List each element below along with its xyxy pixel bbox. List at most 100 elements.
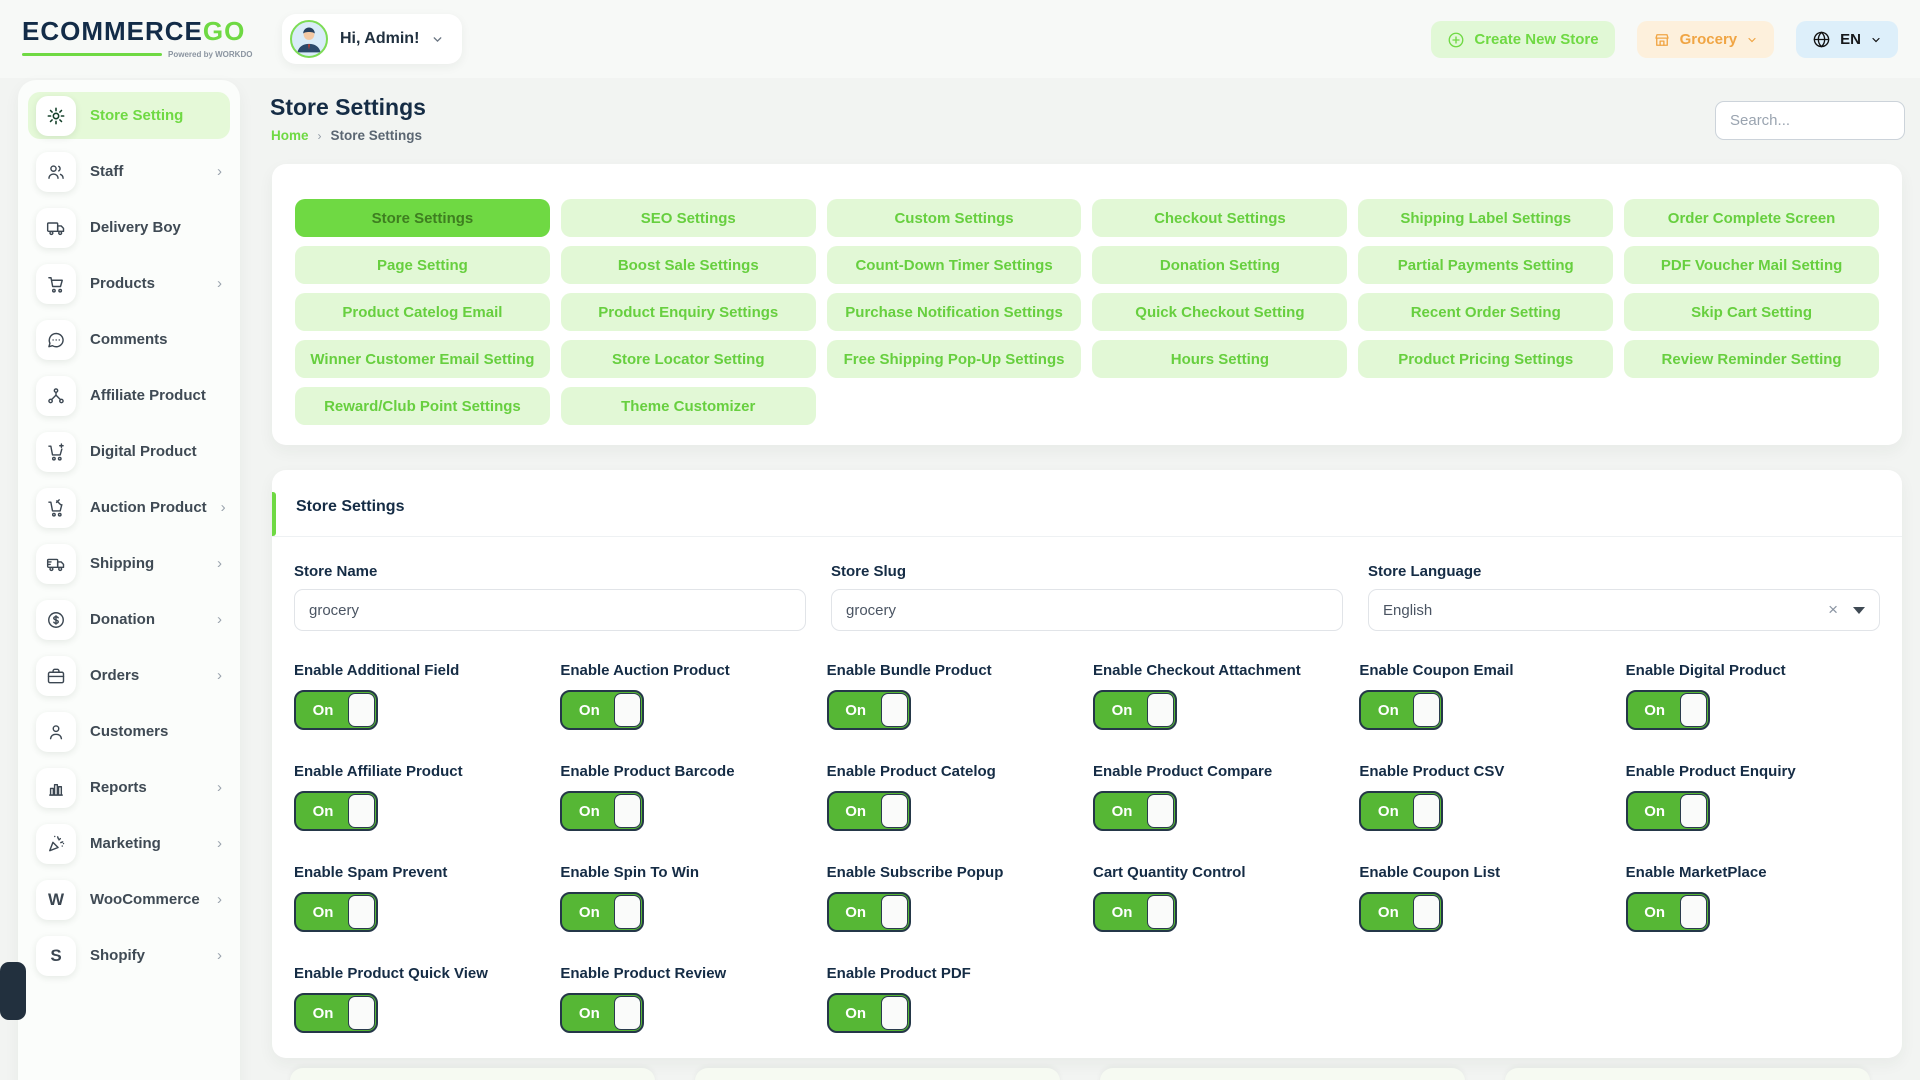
tab-seo-settings[interactable]: SEO Settings: [560, 199, 816, 237]
sidebar-scroll-handle[interactable]: [0, 962, 26, 1020]
tab-recent-order-setting[interactable]: Recent Order Setting: [1358, 293, 1614, 331]
sidebar-item-reports[interactable]: Reports ›: [28, 764, 230, 811]
toggle-switch-enable-product-enquiry[interactable]: On: [1625, 791, 1710, 831]
tab-custom-settings[interactable]: Custom Settings: [826, 199, 1082, 237]
sidebar-item-staff[interactable]: Staff ›: [28, 148, 230, 195]
language-selector[interactable]: EN: [1796, 21, 1898, 58]
sidebar-item-marketing[interactable]: Marketing ›: [28, 820, 230, 867]
tab-product-enquiry-settings[interactable]: Product Enquiry Settings: [560, 293, 816, 331]
toggle-switch-enable-affiliate-product[interactable]: On: [294, 791, 378, 831]
toggle-knob: [348, 693, 375, 727]
sidebar-item-delivery-boy[interactable]: Delivery Boy: [28, 204, 230, 251]
caret-down-icon[interactable]: [1853, 606, 1865, 614]
tab-store-settings[interactable]: Store Settings: [295, 199, 550, 237]
toggle-switch-enable-bundle-product[interactable]: On: [826, 690, 911, 730]
toggle-group-enable-product-csv: Enable Product CSV On: [1359, 763, 1613, 831]
tab-product-pricing-settings[interactable]: Product Pricing Settings: [1358, 340, 1614, 378]
sidebar-item-label: WooCommerce: [90, 891, 200, 908]
toggle-switch-enable-product-compare[interactable]: On: [1092, 791, 1177, 831]
users-icon: [36, 151, 76, 192]
tab-count-down-timer-settings[interactable]: Count-Down Timer Settings: [826, 246, 1082, 284]
tab-theme-customizer[interactable]: Theme Customizer: [560, 387, 816, 425]
tab-purchase-notification-settings[interactable]: Purchase Notification Settings: [826, 293, 1082, 331]
toggle-switch-enable-spam-prevent[interactable]: On: [294, 892, 378, 932]
toggle-knob: [348, 895, 375, 929]
toggle-switch-enable-product-quick-view[interactable]: On: [294, 993, 378, 1033]
toggle-knob: [614, 794, 642, 828]
tab-product-catelog-email[interactable]: Product Catelog Email: [295, 293, 550, 331]
toggle-switch-enable-product-csv[interactable]: On: [1359, 791, 1444, 831]
sidebar-item-shipping[interactable]: Shipping ›: [28, 540, 230, 587]
toggle-switch-enable-additional-field[interactable]: On: [294, 690, 378, 730]
toggle-switch-enable-digital-product[interactable]: On: [1625, 690, 1710, 730]
toggle-group-enable-marketplace: Enable MarketPlace On: [1625, 864, 1880, 932]
store-name-input[interactable]: [294, 589, 806, 631]
toggle-switch-enable-marketplace[interactable]: On: [1625, 892, 1710, 932]
store-language-select[interactable]: English ×: [1368, 589, 1880, 631]
toggle-switch-enable-product-catelog[interactable]: On: [826, 791, 911, 831]
toggle-label: Enable Digital Product: [1625, 662, 1786, 679]
toggle-state-text: On: [1644, 701, 1666, 719]
search-input[interactable]: [1715, 101, 1905, 140]
tab-page-setting[interactable]: Page Setting: [295, 246, 550, 284]
create-new-store-button[interactable]: Create New Store: [1431, 21, 1615, 58]
toggle-knob: [348, 794, 375, 828]
sidebar-item-affiliate-product[interactable]: Affiliate Product: [28, 372, 230, 419]
sidebar-item-woocommerce[interactable]: W WooCommerce ›: [28, 876, 230, 923]
toggle-group-enable-spin-to-win: Enable Spin To Win On: [560, 864, 814, 932]
sidebar-item-digital-product[interactable]: Digital Product: [28, 428, 230, 475]
tab-reward-club-point-settings[interactable]: Reward/Club Point Settings: [295, 387, 550, 425]
sidebar-item-customers[interactable]: Customers: [28, 708, 230, 755]
sidebar-item-label: Marketing: [90, 835, 161, 852]
toggle-switch-enable-subscribe-popup[interactable]: On: [826, 892, 911, 932]
sidebar-item-products[interactable]: Products ›: [28, 260, 230, 307]
toggle-group-enable-product-barcode: Enable Product Barcode On: [560, 763, 814, 831]
toggle-switch-enable-coupon-email[interactable]: On: [1359, 690, 1444, 730]
tab-skip-cart-setting[interactable]: Skip Cart Setting: [1624, 293, 1879, 331]
breadcrumb-home-link[interactable]: Home: [271, 128, 309, 143]
toggle-switch-enable-checkout-attachment[interactable]: On: [1092, 690, 1177, 730]
tab-shipping-label-settings[interactable]: Shipping Label Settings: [1358, 199, 1614, 237]
toggle-knob: [1146, 693, 1174, 727]
toggle-knob: [880, 693, 908, 727]
sidebar-item-label: Auction Product: [90, 499, 207, 516]
tab-free-shipping-pop-up-settings[interactable]: Free Shipping Pop-Up Settings: [826, 340, 1082, 378]
toggle-switch-cart-quantity-control[interactable]: On: [1092, 892, 1177, 932]
toggle-state-text: On: [1111, 903, 1133, 921]
tab-checkout-settings[interactable]: Checkout Settings: [1092, 199, 1348, 237]
tab-review-reminder-setting[interactable]: Review Reminder Setting: [1624, 340, 1879, 378]
tab-donation-setting[interactable]: Donation Setting: [1092, 246, 1348, 284]
app-logo[interactable]: ECOMMERCEGO Powered by WORKDO: [22, 16, 252, 59]
store-selector-dropdown[interactable]: Grocery: [1636, 21, 1775, 58]
sidebar-item-shopify[interactable]: S Shopify ›: [28, 932, 230, 979]
store-slug-input[interactable]: [831, 589, 1343, 631]
tab-store-locator-setting[interactable]: Store Locator Setting: [560, 340, 816, 378]
tab-order-complete-screen[interactable]: Order Complete Screen: [1624, 199, 1879, 237]
clear-selection-icon[interactable]: ×: [1828, 600, 1838, 619]
sidebar-item-donation[interactable]: Donation ›: [28, 596, 230, 643]
auction-cart-icon: [36, 487, 76, 528]
tab-pdf-voucher-mail-setting[interactable]: PDF Voucher Mail Setting: [1624, 246, 1879, 284]
toggle-label: Enable Product Enquiry: [1625, 763, 1796, 780]
toggle-switch-enable-product-pdf[interactable]: On: [826, 993, 911, 1033]
sidebar-item-comments[interactable]: Comments: [28, 316, 230, 363]
toggle-state-text: On: [1111, 802, 1133, 820]
toggle-switch-enable-auction-product[interactable]: On: [560, 690, 645, 730]
toggle-switch-enable-product-review[interactable]: On: [560, 993, 645, 1033]
tab-partial-payments-setting[interactable]: Partial Payments Setting: [1358, 246, 1614, 284]
sidebar-item-orders[interactable]: Orders ›: [28, 652, 230, 699]
tab-hours-setting[interactable]: Hours Setting: [1092, 340, 1348, 378]
next-section-cards-partial: [290, 1068, 1870, 1080]
toggle-switch-enable-coupon-list[interactable]: On: [1359, 892, 1444, 932]
chevron-right-icon: ›: [217, 891, 222, 908]
tab-winner-customer-email-setting[interactable]: Winner Customer Email Setting: [295, 340, 550, 378]
chevron-right-icon: ›: [217, 947, 222, 964]
tab-quick-checkout-setting[interactable]: Quick Checkout Setting: [1092, 293, 1348, 331]
sidebar-item-auction-product[interactable]: Auction Product ›: [28, 484, 230, 531]
sidebar-item-store-setting[interactable]: Store Setting: [28, 92, 230, 139]
toggle-switch-enable-spin-to-win[interactable]: On: [560, 892, 645, 932]
tab-boost-sale-settings[interactable]: Boost Sale Settings: [560, 246, 816, 284]
user-menu[interactable]: Hi, Admin!: [282, 14, 463, 64]
toggle-switch-enable-product-barcode[interactable]: On: [560, 791, 645, 831]
partial-card: [1505, 1068, 1870, 1080]
